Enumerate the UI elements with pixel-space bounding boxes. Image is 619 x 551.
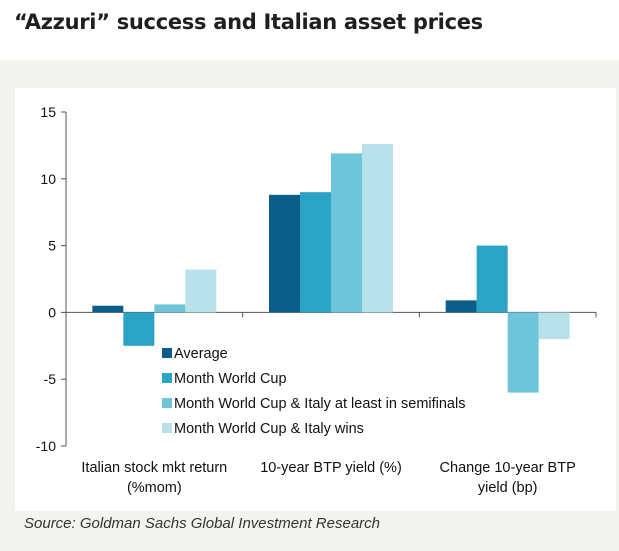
- legend-label: Average: [174, 346, 228, 362]
- category-label: (%mom): [127, 480, 182, 496]
- y-tick-label: 5: [48, 238, 56, 254]
- bar-1-1: [92, 305, 124, 313]
- legend-label: Month World Cup & Italy at least in semi…: [174, 396, 465, 412]
- chart-title: “Azzuri” success and Italian asset price…: [14, 10, 483, 34]
- bar-3-3: [507, 312, 539, 393]
- category-label: Change 10-year BTP: [440, 460, 576, 476]
- y-tick-label: -5: [44, 371, 57, 387]
- legend-label: Month World Cup & Italy wins: [174, 421, 364, 437]
- category-label: 10-year BTP yield (%): [260, 460, 402, 476]
- y-tick-label: -10: [36, 438, 56, 454]
- bar-1-2: [269, 194, 300, 313]
- bar-2-3: [476, 245, 508, 313]
- legend-swatch: [162, 423, 172, 433]
- bar-3-1: [154, 304, 186, 313]
- category-label: yield (bp): [478, 480, 538, 496]
- bar-1-3: [445, 300, 477, 313]
- y-tick-labels: 15 10 5 0 -5 -10: [36, 104, 56, 454]
- legend: Average Month World Cup Month World Cup & …: [162, 346, 465, 437]
- bar-4-1: [185, 269, 217, 313]
- y-tick-label: 0: [48, 304, 56, 320]
- legend-label: Month World Cup: [174, 371, 287, 387]
- bar-2-2: [300, 192, 331, 313]
- source-note: Source: Goldman Sachs Global Investment …: [24, 515, 381, 532]
- bar-3-2: [331, 153, 362, 313]
- legend-swatch: [162, 348, 172, 358]
- category-labels: Italian stock mkt return (%mom) 10-year BT…: [81, 460, 575, 496]
- legend-swatch: [162, 398, 172, 408]
- legend-swatch: [162, 373, 172, 383]
- y-tick-label: 15: [40, 104, 56, 120]
- bar-4-3: [538, 312, 570, 340]
- y-tick-label: 10: [40, 171, 56, 187]
- bar-4-2: [362, 144, 393, 313]
- bar-2-1: [123, 312, 155, 346]
- category-label: Italian stock mkt return: [81, 460, 227, 476]
- bars: [92, 144, 570, 393]
